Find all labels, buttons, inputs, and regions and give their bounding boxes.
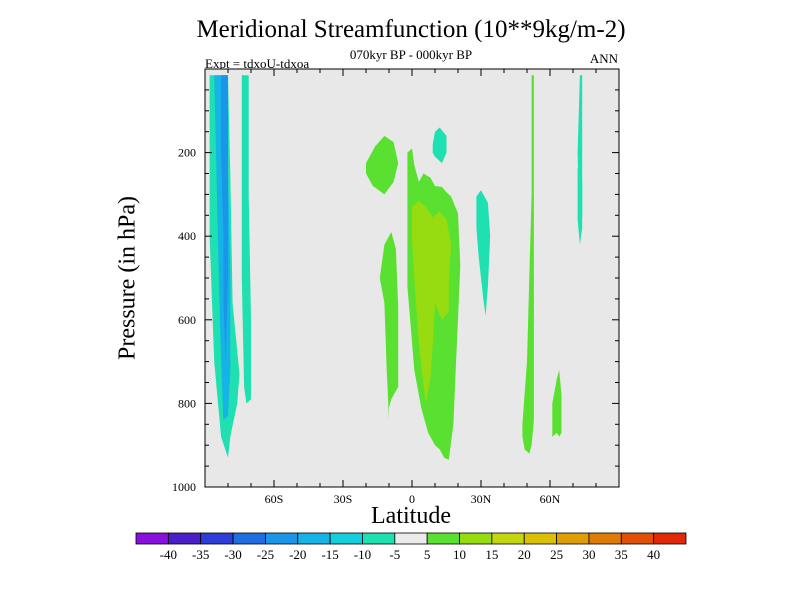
y-tick-label: 400 <box>178 229 196 243</box>
colorbar-label: 25 <box>550 547 563 562</box>
colorbar-label: -15 <box>321 547 338 562</box>
colorbar-swatch <box>265 532 299 545</box>
x-axis-title: Latitude <box>371 503 451 529</box>
contour-region-11 <box>476 190 491 316</box>
y-tick-label: 1000 <box>172 480 196 494</box>
colorbar-label: 20 <box>518 547 531 562</box>
contour-region-1 <box>241 75 251 404</box>
colorbar-swatch <box>362 532 396 545</box>
contour-region-13 <box>577 156 583 245</box>
colorbar-swatch <box>167 532 202 545</box>
y-tick-label: 200 <box>178 146 196 160</box>
axes-layer: 200 400 600 800 1000 60S 30S 0 30N 60N <box>172 68 620 506</box>
colorbar-swatch <box>653 532 687 545</box>
colorbar-label: 15 <box>485 547 498 562</box>
colorbar-label: -25 <box>257 547 274 562</box>
experiment-label: Expt = tdxoU-tdxoa <box>205 56 310 71</box>
colorbar-swatch <box>491 532 525 545</box>
contour-region-5 <box>379 232 399 421</box>
colorbar-label: -35 <box>192 547 209 562</box>
colorbar-swatch <box>588 532 622 545</box>
contour-region-7 <box>412 200 452 404</box>
x-tick-label: 60S <box>265 492 284 506</box>
colorbar-label: 10 <box>453 547 466 562</box>
colorbar-swatch <box>135 532 169 545</box>
colorbar-label: -20 <box>289 547 306 562</box>
contour-region-9 <box>552 370 562 437</box>
colorbar-swatch <box>394 532 428 545</box>
contour-region-8 <box>522 75 534 454</box>
colorbar-swatch <box>426 532 460 545</box>
colorbar-swatch <box>329 532 363 545</box>
contour-regions <box>209 75 583 460</box>
chart-subtitle: 070kyr BP - 000kyr BP <box>349 47 473 62</box>
colorbar-label: -40 <box>160 547 177 562</box>
colorbar: -40 -35 -30 -25 -20 -15 -10 -5 5 10 15 20 25 30 35 40 <box>135 532 687 562</box>
y-tick-label: 600 <box>178 313 196 327</box>
season-label: ANN <box>589 51 618 66</box>
x-tick-label: 0 <box>409 492 415 506</box>
x-tick-label: 30S <box>334 492 353 506</box>
colorbar-swatch <box>200 532 234 545</box>
chart-title: Meridional Streamfunction (10**9kg/m-2) <box>196 16 626 43</box>
colorbar-swatch <box>620 532 655 545</box>
contour-region-3 <box>221 75 228 362</box>
colorbar-swatch <box>459 532 493 545</box>
colorbar-label: 30 <box>582 547 595 562</box>
colorbar-swatch <box>556 532 590 545</box>
contour-region-10 <box>432 127 447 164</box>
colorbar-label: 5 <box>424 547 431 562</box>
colorbar-label: 35 <box>615 547 628 562</box>
x-tick-label: 30N <box>471 492 492 506</box>
colorbar-swatch <box>297 532 331 545</box>
colorbar-label: -10 <box>354 547 371 562</box>
y-tick-label: 800 <box>178 396 196 410</box>
contour-region-4 <box>366 135 399 195</box>
colorbar-swatch <box>232 532 266 545</box>
colorbar-label: -30 <box>224 547 241 562</box>
x-tick-label: 60N <box>540 492 561 506</box>
colorbar-label: -5 <box>389 547 400 562</box>
colorbar-label: 40 <box>647 547 660 562</box>
colorbar-swatch <box>523 532 557 545</box>
plot-layer <box>205 69 619 487</box>
